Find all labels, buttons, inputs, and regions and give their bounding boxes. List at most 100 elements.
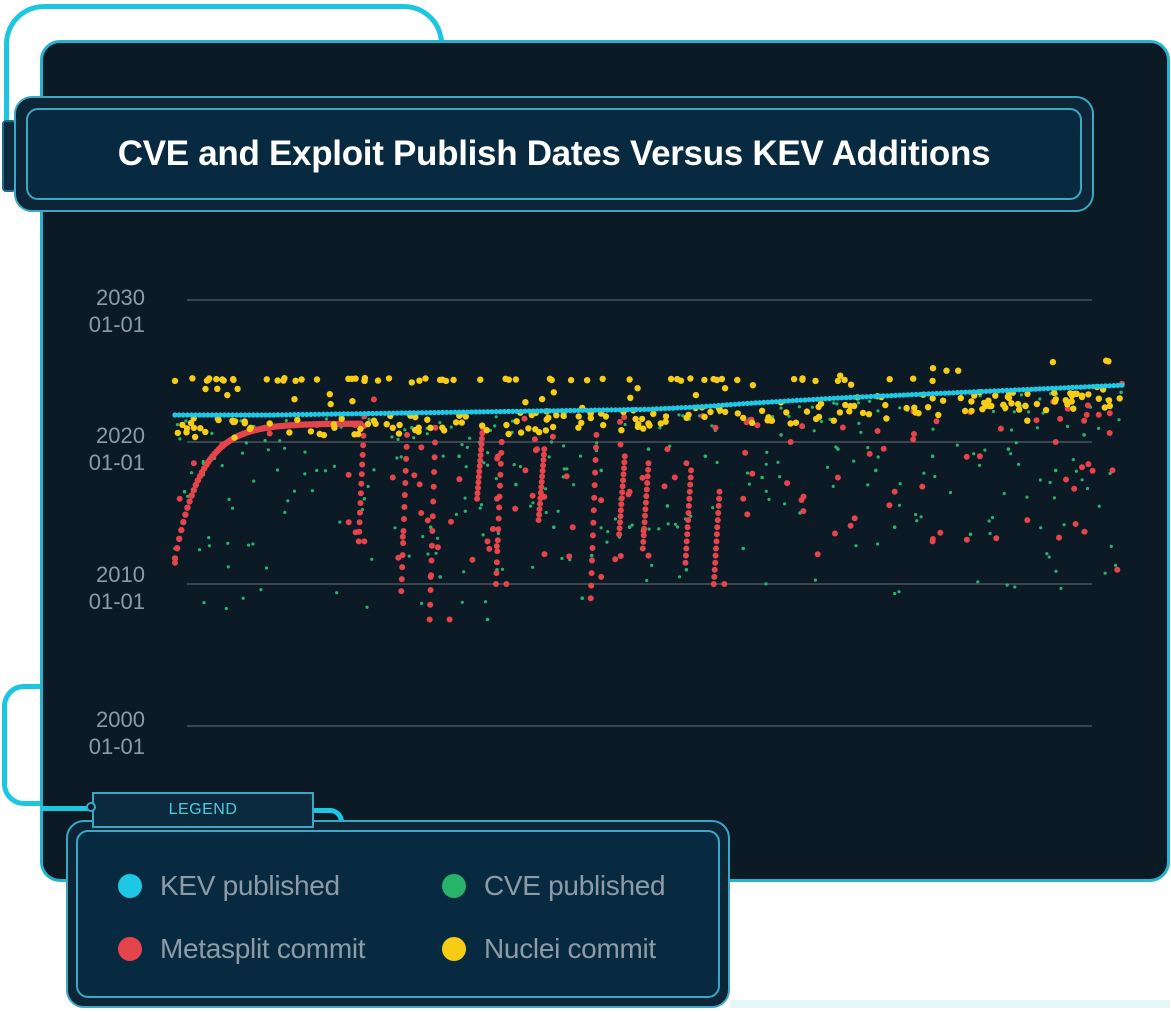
kev-point bbox=[621, 407, 627, 413]
kev-point bbox=[757, 400, 763, 406]
cve-point bbox=[681, 414, 685, 418]
metasplit-point bbox=[424, 517, 431, 524]
nuclei-point bbox=[234, 385, 241, 393]
nuclei-point bbox=[587, 414, 594, 422]
kev-point bbox=[744, 400, 750, 406]
cve-point bbox=[1048, 480, 1052, 485]
metasplit-point bbox=[919, 483, 926, 490]
metasplit-point bbox=[186, 498, 193, 505]
metasplit-point bbox=[532, 447, 539, 454]
nuclei-point bbox=[174, 429, 181, 437]
metasplit-point bbox=[535, 517, 542, 524]
metasplit-point bbox=[963, 536, 970, 543]
kev-point bbox=[353, 411, 359, 417]
metasplit-point bbox=[641, 519, 648, 526]
kev-point bbox=[1065, 385, 1072, 391]
metasplit-point bbox=[521, 415, 528, 422]
cve-point bbox=[684, 568, 689, 572]
nuclei-point bbox=[650, 410, 657, 417]
metasplit-point bbox=[640, 532, 647, 539]
nuclei-point bbox=[479, 422, 486, 429]
cve-point bbox=[365, 605, 369, 609]
cve-point bbox=[303, 472, 307, 476]
nuclei-point bbox=[549, 423, 557, 431]
metasplit-point bbox=[427, 573, 434, 580]
metasplit-point bbox=[359, 451, 366, 458]
metasplit-point bbox=[493, 559, 500, 566]
metasplit-point bbox=[1085, 461, 1092, 468]
kev-point bbox=[584, 407, 590, 413]
kev-point bbox=[781, 398, 788, 404]
kev-point bbox=[205, 412, 211, 418]
nuclei-point bbox=[1014, 400, 1022, 408]
kev-point bbox=[1061, 385, 1067, 391]
metasplit-point bbox=[1083, 411, 1090, 418]
cve-point bbox=[764, 582, 768, 586]
kev-point bbox=[283, 412, 289, 418]
kev-dot-icon bbox=[118, 874, 142, 898]
nuclei-point bbox=[1106, 402, 1114, 410]
metasplit-point bbox=[477, 457, 484, 464]
kev-point bbox=[193, 412, 199, 418]
cve-point bbox=[226, 541, 230, 545]
legend-item-nuclei: Nuclei commit bbox=[442, 933, 656, 965]
kev-point bbox=[197, 412, 203, 418]
cve-point bbox=[783, 502, 787, 506]
nuclei-point bbox=[575, 413, 582, 420]
cve-point bbox=[481, 533, 485, 537]
cve-point bbox=[240, 451, 245, 455]
metasplit-point bbox=[536, 506, 543, 513]
cve-point bbox=[715, 460, 719, 465]
cve-point bbox=[494, 415, 498, 419]
kev-point bbox=[555, 408, 561, 414]
metasplit-point bbox=[479, 430, 486, 437]
cve-point bbox=[207, 544, 211, 548]
nuclei-point bbox=[219, 376, 226, 383]
cve-point bbox=[1052, 496, 1056, 500]
kev-point bbox=[711, 403, 718, 409]
metasplit-point bbox=[541, 551, 548, 558]
nuclei-point bbox=[979, 406, 986, 413]
metasplit-point bbox=[404, 431, 410, 438]
nuclei-point bbox=[812, 415, 820, 423]
cve-point bbox=[787, 414, 791, 418]
nuclei-point bbox=[721, 385, 729, 392]
cve-point bbox=[1097, 504, 1101, 508]
metasplit-point bbox=[541, 446, 548, 453]
kev-point bbox=[250, 412, 256, 418]
metasplit-point bbox=[716, 488, 723, 495]
kev-point bbox=[625, 407, 631, 413]
metasplit-point bbox=[643, 486, 650, 493]
kev-point bbox=[1045, 385, 1051, 392]
cve-point bbox=[332, 464, 336, 468]
nuclei-point bbox=[241, 418, 248, 425]
cve-point bbox=[819, 419, 824, 424]
cve-point bbox=[283, 446, 287, 450]
kev-point bbox=[814, 396, 820, 402]
metasplit-point bbox=[399, 533, 406, 540]
kev-point bbox=[851, 394, 858, 400]
kev-point bbox=[1119, 382, 1125, 388]
metasplit-point bbox=[687, 474, 694, 481]
kev-point bbox=[238, 412, 244, 418]
cve-point bbox=[852, 459, 856, 463]
metasplit-point bbox=[402, 467, 409, 474]
kev-point bbox=[1041, 386, 1047, 392]
kev-point bbox=[720, 402, 726, 408]
kev-point bbox=[341, 411, 347, 417]
metasplit-point bbox=[1106, 410, 1113, 417]
cve-point bbox=[434, 551, 438, 555]
nuclei-point bbox=[1078, 392, 1086, 399]
nuclei-point bbox=[440, 427, 448, 434]
metasplit-point bbox=[589, 532, 596, 539]
kev-point bbox=[827, 395, 833, 402]
nuclei-point bbox=[292, 377, 299, 384]
metasplit-point bbox=[360, 432, 367, 439]
metasplit-point bbox=[430, 498, 437, 505]
cve-point bbox=[441, 454, 445, 458]
nuclei-point bbox=[354, 430, 362, 438]
metasplit-point bbox=[642, 499, 649, 506]
nuclei-point bbox=[230, 376, 237, 384]
metasplit-point bbox=[475, 479, 482, 486]
cve-point bbox=[1080, 478, 1084, 482]
